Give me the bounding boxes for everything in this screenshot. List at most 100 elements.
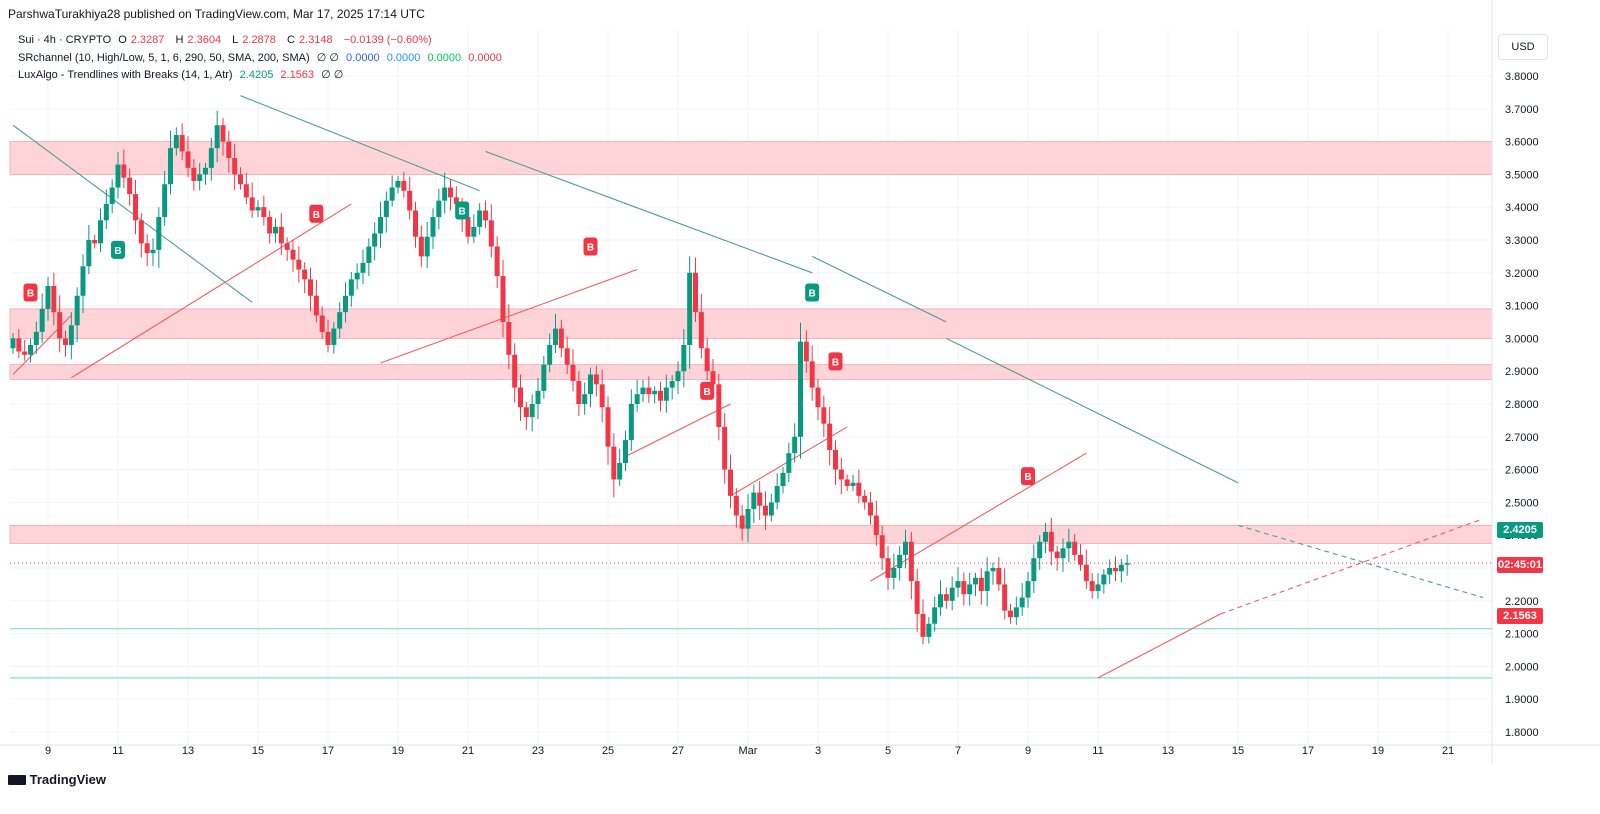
candle-body [162,184,168,218]
symbol-label[interactable]: Sui · 4h · CRYPTO [18,34,112,46]
x-tick-label: 7 [955,745,961,757]
y-tick-label: 3.5000 [1505,169,1539,181]
currency-selector[interactable]: USD [1498,34,1548,60]
tradingview-logo-text: TradingView [29,772,106,787]
price-axis[interactable]: 1.80001.90002.00002.10002.20002.30002.40… [1491,0,1539,764]
candle-body [383,200,389,218]
candle-body [1101,574,1107,585]
break-marker-label: B [809,288,816,299]
uptrend-line [1097,613,1221,679]
luxalgo-legend[interactable]: LuxAlgo - Trendlines with Breaks (14, 1,… [18,68,347,81]
candle-body [319,315,325,332]
uptrend-line [625,403,731,457]
x-tick-label: 21 [1442,745,1454,757]
x-tick-label: 13 [1162,745,1174,757]
candle-body [733,495,739,516]
candle-body [920,613,926,637]
candle-body [1002,584,1008,611]
tradingview-logo[interactable]: TradingView [8,772,106,787]
uptrend-line [1220,518,1484,615]
candle-body [430,217,436,237]
break-marker: B [23,283,38,302]
candle-body [669,381,675,388]
candle-body [366,246,372,263]
candle-body [1113,568,1118,572]
luxalgo-name[interactable]: LuxAlgo - Trendlines with Breaks (14, 1,… [18,69,233,81]
candle-body [63,338,68,345]
candle-body [57,312,63,339]
close-value: C 2.3148 [286,34,333,46]
open-value: O 2.3287 [118,34,165,46]
high-value: H 2.3604 [175,34,222,46]
candle-body [710,371,716,385]
break-marker: B [583,237,598,256]
y-tick-label: 1.8000 [1505,727,1539,739]
candle-body [926,623,932,637]
srchannel-name[interactable]: SRchannel (10, High/Low, 5, 1, 6, 290, 5… [18,52,310,64]
y-tick-label: 3.8000 [1505,71,1539,83]
candle-body [138,220,144,244]
candle-body [611,446,617,480]
candle-body [179,135,185,152]
luxalgo-value-1: 2.4205 [239,69,274,81]
luxalgo-value-2: 2.1563 [280,69,315,81]
upper-trendline-price-tag: 2.4205 [1497,522,1543,538]
y-tick-label: 3.1000 [1505,301,1539,313]
candle-body [133,194,138,221]
luxalgo-empty-icons: ∅ ∅ [321,69,344,81]
tradingview-logo-icon [8,775,26,785]
grid [10,30,1492,745]
candle-body [249,197,255,211]
candle-body [378,217,383,234]
candle-body [465,217,471,237]
candle-body [862,495,868,503]
candle-body [255,207,261,211]
y-tick-label: 3.3000 [1505,235,1539,247]
candle-body [809,361,815,388]
break-marker: B [700,381,715,400]
candle-body [1019,597,1025,608]
srchannel-value-4: 0.0000 [468,52,502,64]
candle-body [1054,551,1060,559]
candle-body [191,167,197,181]
srchannel-value-1: 0.0000 [346,52,380,64]
candle-body [850,482,856,486]
x-tick-label: 11 [112,745,123,757]
candle-body [395,180,401,188]
candle-body [897,554,903,568]
downtrend-line [12,124,253,303]
break-marker-box [1021,467,1035,486]
break-marker-label: B [459,206,466,217]
downtrend-line [811,255,947,323]
candle-body [961,581,967,595]
x-tick-label: 11 [1092,745,1103,757]
y-tick-label: 2.0000 [1505,661,1539,673]
candle-body [833,449,838,470]
candle-body [1048,531,1054,552]
candle-body [873,515,879,536]
srchannel-empty-icons: ∅ ∅ [316,52,339,64]
candle-body [955,581,961,588]
candle-body [308,279,313,296]
candle-body [978,577,984,591]
candle-body [780,472,786,486]
candle-body [640,387,646,395]
x-tick-label: 25 [602,745,614,757]
candle-body [418,236,424,257]
candle-body [903,541,908,555]
candle-body [68,325,74,345]
symbol-legend[interactable]: Sui · 4h · CRYPTO O 2.3287 H 2.3604 L 2.287… [18,34,436,46]
candle-body [453,197,459,204]
downtrend-line [485,150,813,274]
x-tick-label: 5 [885,745,891,757]
y-tick-label: 1.9000 [1505,694,1539,706]
candle-body [599,384,605,408]
break-marker-box [455,201,470,220]
candle-body [348,279,354,296]
candle-body [389,187,395,201]
srchannel-legend[interactable]: SRchannel (10, High/Low, 5, 1, 6, 290, 5… [18,51,506,64]
time-axis[interactable]: 9 11 13 15 17 19 21 23 25 27 Mar 3 5 7 9 11 13 15 17 19 21 [0,744,1600,757]
downtrend-line [240,95,480,192]
candle-body [553,328,558,345]
